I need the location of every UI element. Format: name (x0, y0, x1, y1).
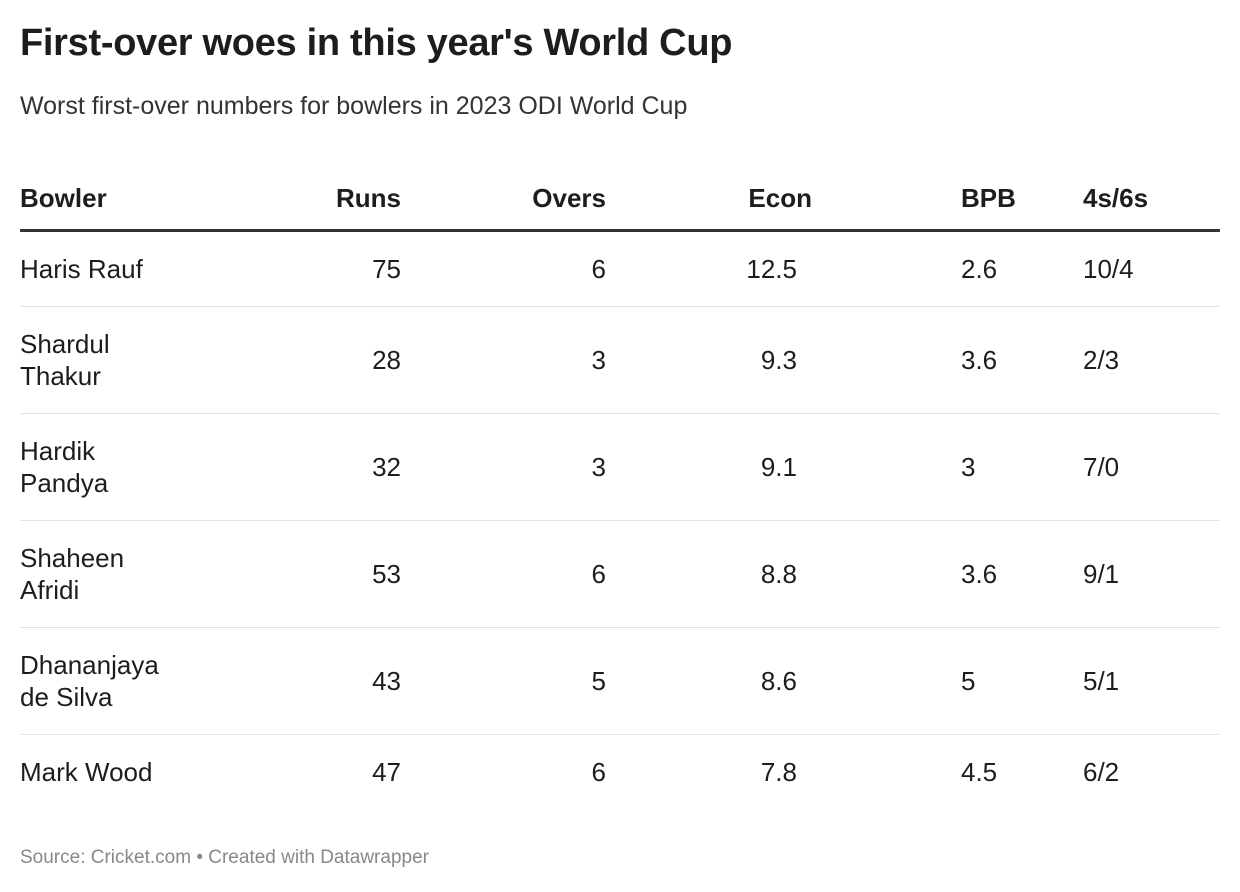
cell-runs: 53 (372, 559, 401, 589)
table-header: Bowler Runs Overs Econ BPB 4s/6s (20, 172, 1220, 232)
header-runs[interactable]: Runs (336, 182, 401, 213)
data-table: Bowler Runs Overs Econ BPB 4s/6s Haris R… (20, 172, 1220, 809)
cell-econ: 9.3 (760, 345, 797, 375)
cell-overs: 5 (591, 666, 606, 696)
table-row: Hardik Pandya 32 3 9.1 3 7/0 (20, 414, 1220, 521)
cell-bowler: Hardik Pandya (20, 436, 109, 498)
cell-overs: 6 (591, 254, 606, 284)
cell-runs: 75 (372, 254, 401, 284)
chart-subtitle: Worst first-over numbers for bowlers in … (20, 92, 688, 120)
cell-overs: 3 (591, 345, 606, 375)
cell-bowler: Shaheen Afridi (20, 543, 125, 605)
header-bowler[interactable]: Bowler (20, 182, 107, 213)
table-row: Shardul Thakur 28 3 9.3 3.6 2/3 (20, 307, 1220, 414)
source-footer: Source: Cricket.com • Created with Dataw… (20, 847, 429, 868)
cell-overs: 6 (591, 757, 606, 787)
cell-4s-6s: 5/1 (1083, 666, 1120, 696)
cell-bowler: Haris Rauf (20, 254, 143, 284)
table-row: Haris Rauf 75 6 12.5 2.6 10/4 (20, 232, 1220, 307)
table-row: Mark Wood 47 6 7.8 4.5 6/2 (20, 735, 1220, 809)
cell-overs: 3 (591, 452, 606, 482)
cell-4s-6s: 9/1 (1083, 559, 1120, 589)
cell-runs: 47 (372, 757, 401, 787)
table-row: Dhananjaya de Silva 43 5 8.6 5 5/1 (20, 628, 1220, 735)
cell-econ: 12.5 (746, 254, 797, 284)
cell-bpb: 3.6 (961, 345, 998, 375)
header-econ[interactable]: Econ (748, 182, 812, 213)
cell-bpb: 5 (961, 666, 976, 696)
cell-bowler: Shardul Thakur (20, 329, 110, 391)
cell-runs: 43 (372, 666, 401, 696)
cell-runs: 32 (372, 452, 401, 482)
header-overs[interactable]: Overs (532, 182, 606, 213)
table-row: Shaheen Afridi 53 6 8.8 3.6 9/1 (20, 521, 1220, 628)
cell-overs: 6 (591, 559, 606, 589)
cell-econ: 8.6 (760, 666, 797, 696)
cell-bpb: 3 (961, 452, 976, 482)
cell-4s-6s: 2/3 (1083, 345, 1120, 375)
cell-4s-6s: 6/2 (1083, 757, 1120, 787)
cell-bpb: 4.5 (961, 757, 998, 787)
header-bpb[interactable]: BPB (961, 182, 1016, 213)
cell-bpb: 3.6 (961, 559, 998, 589)
cell-4s-6s: 10/4 (1083, 254, 1134, 284)
cell-runs: 28 (372, 345, 401, 375)
cell-4s-6s: 7/0 (1083, 452, 1120, 482)
cell-bowler: Mark Wood (20, 757, 153, 787)
cell-econ: 8.8 (760, 559, 797, 589)
cell-econ: 9.1 (760, 452, 797, 482)
cell-econ: 7.8 (760, 757, 797, 787)
chart-title: First-over woes in this year's World Cup (20, 22, 733, 64)
cell-bpb: 2.6 (961, 254, 998, 284)
table-body: Haris Rauf 75 6 12.5 2.6 10/4 Shardul Thakur 28… (20, 232, 1220, 809)
cell-bowler: Dhananjaya de Silva (20, 650, 159, 712)
header-4s-6s[interactable]: 4s/6s (1083, 182, 1149, 213)
